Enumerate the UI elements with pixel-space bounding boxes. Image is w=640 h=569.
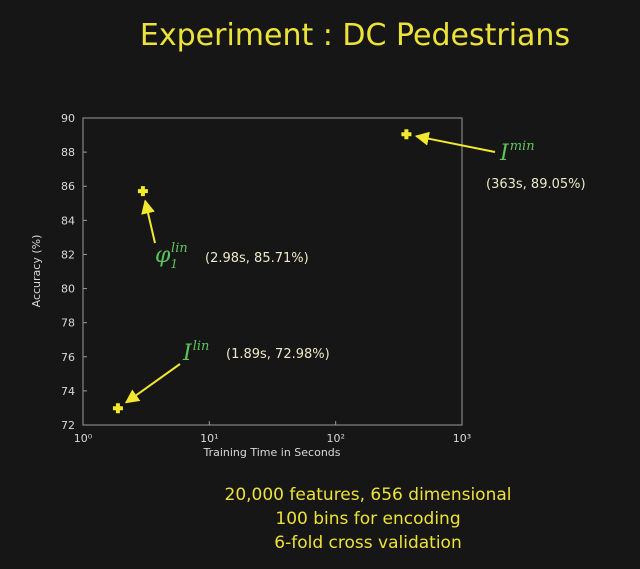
y-tick-label: 90 bbox=[61, 112, 75, 125]
y-tick-label: 78 bbox=[61, 317, 75, 330]
note: 20,000 features, 656 dimensional bbox=[225, 485, 512, 505]
superscript: min bbox=[510, 139, 535, 154]
point bbox=[401, 129, 412, 140]
note: 6-fold cross validation bbox=[274, 533, 461, 553]
symbol: φ bbox=[155, 243, 171, 268]
y-tick-label: 80 bbox=[61, 283, 75, 296]
symbol: I bbox=[182, 341, 193, 366]
y-tick-label: 86 bbox=[61, 180, 75, 193]
symbol: I bbox=[499, 141, 510, 166]
chart-title: Experiment : DC Pedestrians bbox=[140, 18, 570, 53]
x-tick-label: 10³ bbox=[453, 432, 471, 445]
annotation-text: (363s, 89.05%) bbox=[486, 177, 586, 192]
annotation-text: (2.98s, 85.71%) bbox=[205, 251, 309, 266]
y-tick-label: 82 bbox=[61, 248, 75, 261]
x-tick-label: 10¹ bbox=[200, 432, 218, 445]
x-axis-label: Training Time in Seconds bbox=[202, 446, 340, 459]
y-tick-label: 76 bbox=[61, 351, 75, 364]
point bbox=[137, 186, 148, 197]
plot-frame bbox=[82, 117, 463, 426]
y-tick-label: 74 bbox=[61, 385, 75, 398]
x-tick-label: 10⁰ bbox=[74, 432, 93, 445]
annotation-symbol: Imin bbox=[499, 139, 535, 166]
annotation-arrow bbox=[124, 363, 181, 404]
annotation-arrow bbox=[141, 199, 156, 244]
subscript: 1 bbox=[170, 257, 178, 271]
point bbox=[112, 403, 123, 414]
y-tick-label: 84 bbox=[61, 214, 75, 227]
superscript: lin bbox=[171, 241, 188, 256]
y-tick-label: 88 bbox=[61, 146, 75, 159]
superscript: lin bbox=[193, 339, 210, 354]
annotation-arrow bbox=[414, 131, 496, 153]
annotation-symbol: φ1lin bbox=[155, 241, 188, 271]
x-tick-label: 10² bbox=[326, 432, 344, 445]
annotation-symbol: Ilin bbox=[182, 339, 209, 366]
annotation-text: (1.89s, 72.98%) bbox=[226, 347, 330, 362]
y-tick-label: 72 bbox=[61, 419, 75, 432]
y-axis-label: Accuracy (%) bbox=[30, 235, 43, 308]
note: 100 bins for encoding bbox=[275, 509, 460, 529]
